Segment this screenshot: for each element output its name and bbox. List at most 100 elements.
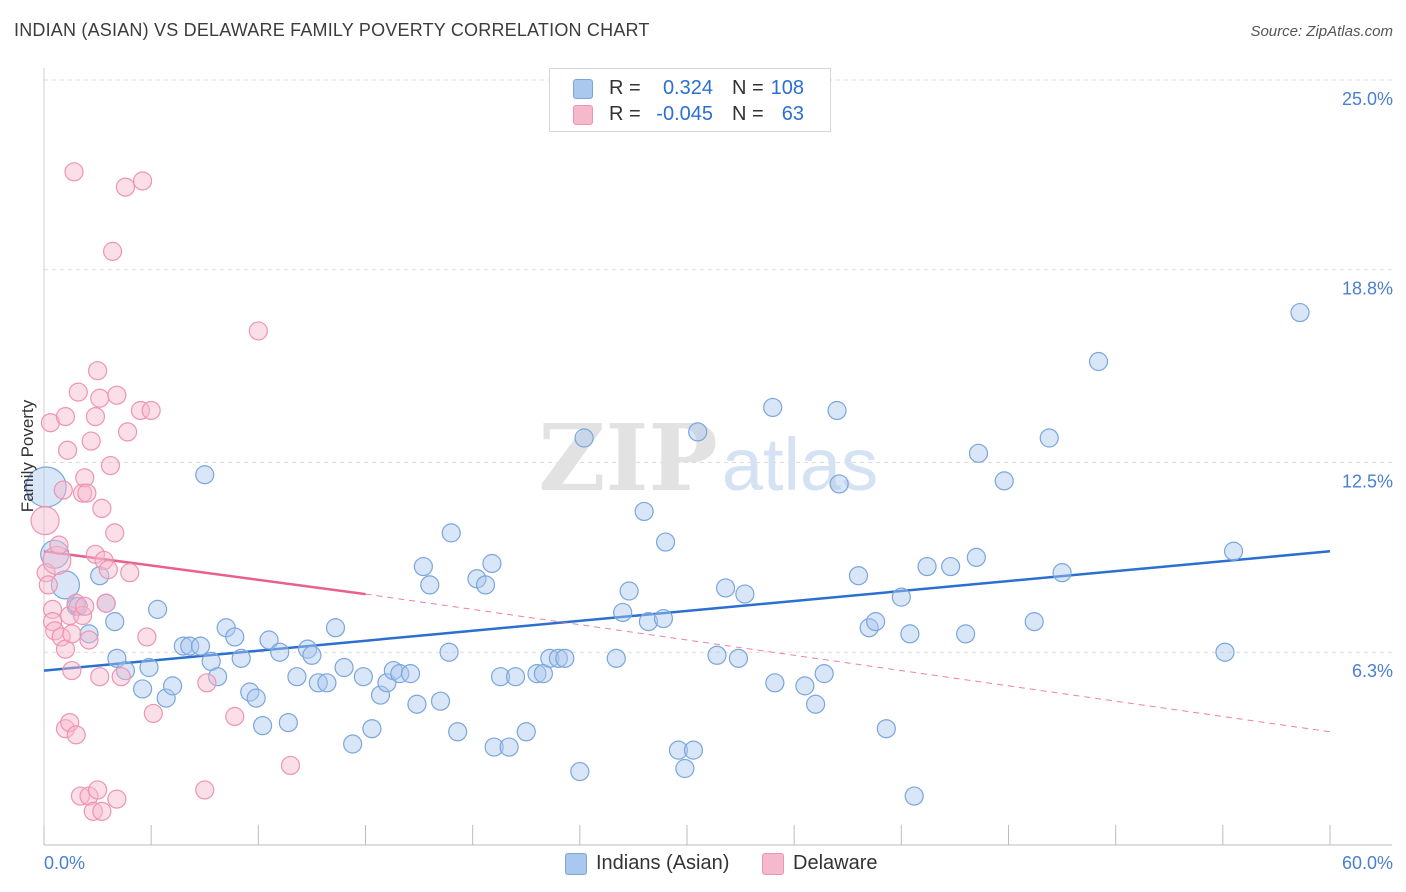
point-delaware (130, 400, 151, 421)
point-indians (430, 691, 451, 711)
point-delaware (280, 755, 301, 776)
watermark-atlas: atlas (722, 423, 878, 506)
grid-lines (44, 79, 1392, 653)
point-delaware (53, 480, 73, 500)
x-tick-label-min: 0.0% (44, 853, 85, 873)
point-indians (439, 642, 459, 662)
point-delaware (132, 171, 153, 191)
point-delaware (111, 667, 131, 687)
point-indians (499, 737, 519, 757)
point-indians (231, 648, 251, 668)
point-indians (574, 428, 594, 448)
y-tick-label: 6.3% (1352, 661, 1393, 681)
chart-title: INDIAN (ASIAN) VS DELAWARE FAMILY POVERT… (14, 20, 650, 40)
point-delaware (87, 780, 108, 800)
point-delaware (115, 177, 136, 197)
point-indians (765, 673, 785, 693)
point-delaware (62, 660, 82, 681)
axis-labels: Family Poverty 0.0% 60.0% 6.3% 12.5% 18.8%… (18, 89, 1393, 873)
point-indians (570, 761, 590, 782)
point-delaware (102, 241, 123, 261)
point-indians (1223, 541, 1244, 561)
point-indians (173, 636, 193, 656)
point-delaware (42, 545, 72, 576)
legend-row-delaware: R = -0.045 N = 63 (550, 101, 830, 127)
point-indians (968, 443, 989, 463)
point-indians (715, 578, 736, 598)
point-delaware (62, 624, 82, 644)
point-indians (448, 722, 468, 742)
legend-n-value: 63 (781, 103, 804, 125)
point-delaware (107, 385, 127, 405)
point-delaware (81, 431, 101, 451)
point-indians (763, 397, 783, 418)
point-indians (270, 642, 290, 662)
point-delaware (57, 440, 78, 460)
point-indians (343, 734, 363, 754)
point-indians (190, 636, 211, 656)
point-indians (613, 602, 633, 623)
point-indians (900, 624, 920, 644)
legend-label-indians: Indians (Asian) (596, 852, 730, 874)
axes (43, 68, 1392, 846)
y-tick-label: 25.0% (1342, 89, 1393, 109)
point-indians (362, 719, 382, 739)
point-indians (287, 667, 307, 687)
point-indians (484, 737, 504, 757)
point-indians (619, 581, 639, 601)
watermark: ZIP atlas (538, 404, 878, 512)
point-indians (353, 667, 373, 687)
point-indians (966, 547, 986, 567)
point-indians (941, 556, 961, 577)
point-indians (390, 664, 410, 684)
trend-line-indians (43, 549, 1331, 672)
point-indians (829, 474, 849, 494)
point-delaware (141, 400, 161, 421)
point-delaware (85, 407, 106, 427)
point-indians (866, 612, 886, 632)
point-delaware (49, 535, 69, 555)
point-delaware (92, 498, 112, 518)
legend-r-value: 0.324 (662, 77, 713, 99)
point-indians (904, 786, 924, 806)
point-indians (683, 740, 704, 760)
point-indians (147, 599, 168, 619)
point-delaware (36, 563, 56, 583)
point-indians (735, 584, 755, 604)
point-delaware (75, 596, 95, 616)
legend-n-label: N = (732, 77, 764, 99)
point-indians (253, 716, 273, 736)
point-delaware (68, 382, 88, 402)
point-delaware (87, 361, 108, 381)
point-indians (814, 664, 834, 684)
trend-line-delaware-extended (365, 593, 1331, 733)
point-delaware (90, 388, 110, 408)
point-indians (1215, 642, 1235, 662)
point-indians (163, 676, 183, 696)
data-points (25, 162, 1310, 821)
point-delaware (79, 630, 99, 650)
point-indians (139, 657, 159, 678)
point-indians (317, 673, 337, 693)
point-indians (246, 688, 266, 708)
point-delaware (100, 455, 121, 476)
point-delaware (105, 523, 125, 543)
point-delaware (90, 667, 110, 687)
point-indians (994, 471, 1014, 491)
point-indians (956, 624, 976, 644)
watermark-zip: ZIP (538, 404, 717, 512)
source-label: Source: ZipAtlas.com (1250, 23, 1393, 40)
point-delaware (107, 789, 127, 809)
point-indians (490, 667, 511, 687)
point-indians (482, 553, 502, 574)
point-indians (105, 612, 125, 632)
point-indians (805, 694, 826, 714)
point-delaware (143, 703, 163, 724)
point-indians (1024, 612, 1044, 632)
correlation-legend: R = 0.324 N = 108 R = -0.045 N = 63 (549, 68, 831, 132)
point-delaware (64, 162, 84, 182)
point-delaware (66, 725, 86, 745)
point-indians (156, 688, 176, 708)
point-indians (180, 636, 200, 656)
legend-swatch-blue (573, 79, 593, 99)
